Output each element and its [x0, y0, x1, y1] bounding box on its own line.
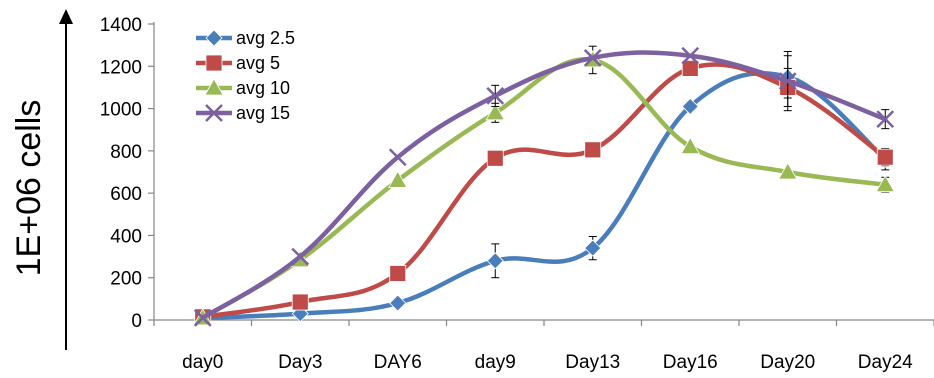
data-point	[584, 141, 602, 159]
data-point	[485, 102, 505, 121]
y-tick-label: 1200	[100, 57, 142, 78]
data-point	[876, 148, 894, 166]
y-tick-label: 800	[110, 142, 142, 163]
series-line	[200, 70, 888, 321]
data-point	[583, 48, 602, 67]
data-point	[389, 294, 407, 312]
legend-label: avg 5	[236, 53, 280, 73]
chart-axes: 0 200 400 600 800 1000 1200 1400 day0 Day3 DAY6 day…	[59, 9, 934, 373]
data-point	[778, 72, 797, 90]
data-point	[291, 247, 310, 266]
data-point	[291, 305, 309, 323]
data-point	[681, 46, 700, 65]
legend-marker	[204, 78, 224, 96]
x-tick-label: Day24	[858, 352, 913, 373]
y-tick-label: 200	[110, 269, 142, 290]
data-point	[681, 60, 699, 77]
legend-label: avg 2.5	[236, 28, 295, 48]
y-tick-label: 0	[131, 311, 142, 332]
data-point	[389, 265, 407, 282]
data-point	[584, 239, 602, 257]
legend-label: avg 15	[236, 103, 290, 123]
data-point	[778, 162, 798, 180]
y-axis-title: 1E+06 cells	[10, 100, 48, 277]
y-tick-label: 1000	[100, 100, 142, 121]
data-point	[291, 293, 309, 311]
y-tick-label: 600	[110, 184, 142, 205]
legend-item: avg 15	[196, 103, 290, 123]
data-point	[388, 148, 407, 167]
legend-item: avg 2.5	[196, 28, 295, 48]
data-point	[193, 309, 212, 327]
series-4	[193, 46, 895, 327]
data-point	[876, 110, 895, 129]
x-tick-label: Day3	[278, 352, 322, 373]
data-point	[680, 136, 700, 155]
legend-marker	[205, 54, 223, 72]
series-2	[194, 60, 894, 326]
x-tick-label: day0	[182, 352, 223, 373]
x-tick-label: Day13	[565, 352, 620, 373]
series-line	[200, 50, 888, 321]
legend-label: avg 10	[236, 78, 290, 98]
y-axis-arrow-head	[59, 9, 73, 24]
data-point	[875, 174, 895, 193]
chart-series-layer	[193, 45, 895, 327]
data-point	[681, 97, 699, 116]
series-line	[200, 57, 888, 321]
x-tick-label: Day16	[663, 352, 718, 373]
data-point	[486, 149, 504, 167]
series-line	[200, 62, 888, 320]
chart-legend: avg 2.5 avg 5 avg 10 avg 15	[196, 28, 295, 123]
data-point	[486, 87, 505, 105]
y-tick-label: 400	[110, 226, 142, 247]
legend-item: avg 5	[196, 53, 280, 73]
legend-item: avg 10	[196, 78, 290, 98]
legend-marker	[205, 29, 223, 47]
y-tick-label: 1400	[100, 15, 142, 36]
legend-marker	[205, 104, 223, 122]
data-point	[486, 252, 504, 270]
x-tick-label: DAY6	[374, 352, 422, 373]
x-tick-label: Day20	[760, 352, 815, 373]
series-1	[194, 55, 894, 327]
data-point	[388, 170, 408, 188]
x-tick-label: day9	[475, 352, 516, 373]
